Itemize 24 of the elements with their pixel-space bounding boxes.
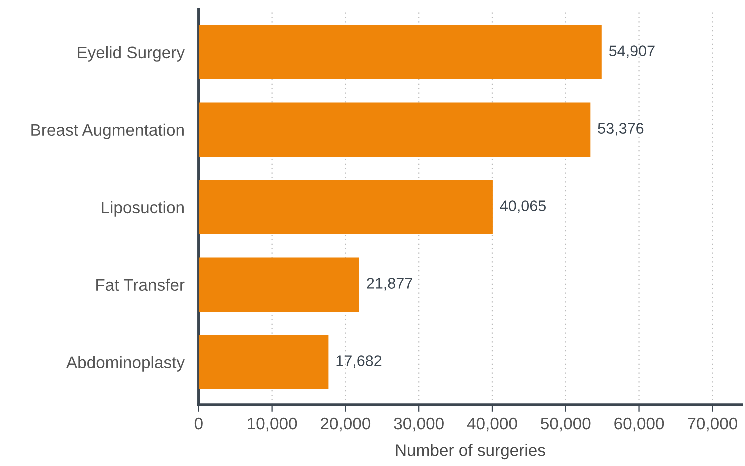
text: 54,907 xyxy=(609,46,655,58)
bar xyxy=(198,335,329,390)
x-tick-label: 60,000 xyxy=(614,418,664,432)
x-tick-label: 40,000 xyxy=(467,418,518,432)
text: 40,065 xyxy=(500,200,546,214)
bar xyxy=(198,102,591,158)
y-tick-label: Breast Augmentation xyxy=(32,124,184,140)
bar xyxy=(198,258,360,312)
x-tick-label: 30,000 xyxy=(394,418,444,432)
y-tick-label: Fat Transfer xyxy=(96,278,185,292)
x-axis-title: Number of surgeries xyxy=(396,444,546,460)
text: 17,682 xyxy=(336,356,382,368)
bar xyxy=(198,25,602,80)
x-tick-label: 0 xyxy=(194,418,203,430)
text: 53,376 xyxy=(598,123,644,136)
y-tick-label: Abdominoplasty xyxy=(66,356,185,372)
x-tick-label: 20,000 xyxy=(321,418,371,432)
y-tick-label: Liposuction xyxy=(102,201,184,217)
bar xyxy=(198,180,493,234)
x-tick-label: 10,000 xyxy=(248,418,298,432)
x-tick-label: 50,000 xyxy=(541,418,591,432)
text: 21,877 xyxy=(367,278,412,291)
y-tick-label: Eyelid Surgery xyxy=(78,46,185,62)
x-tick-label: 70,000 xyxy=(688,418,738,432)
